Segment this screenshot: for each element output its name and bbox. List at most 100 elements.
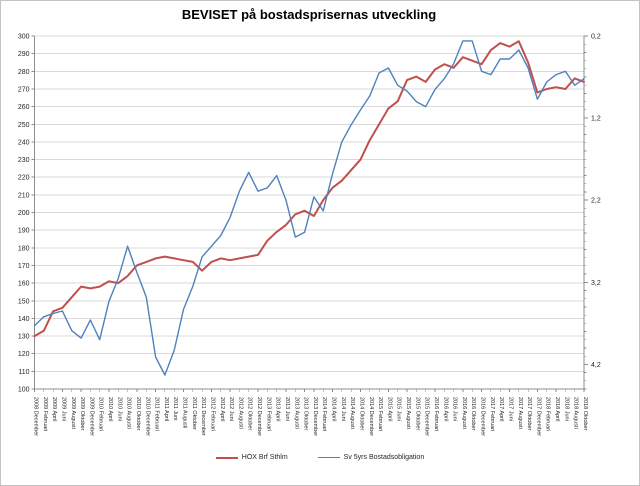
svg-text:2012 April: 2012 April [219,397,225,421]
svg-text:2015 Februari: 2015 Februari [377,397,383,431]
svg-text:2009 April: 2009 April [51,397,57,421]
legend-label-bond: Sv 5yrs Bostadsobligation [343,454,425,461]
svg-text:2014 December: 2014 December [368,397,374,436]
svg-text:2016 December: 2016 December [480,397,486,436]
svg-text:2018 Juni: 2018 Juni [563,397,569,421]
svg-text:2016 Februari: 2016 Februari [433,397,439,431]
x-axis-labels: 2008 December 2009 Februari 2009 April 2009… [33,389,588,436]
svg-text:2011 April: 2011 April [163,397,169,421]
svg-text:2018 Augusti: 2018 Augusti [573,397,579,429]
svg-text:2009 Februari: 2009 Februari [42,397,48,431]
svg-text:2013 Oktober: 2013 Oktober [303,397,309,430]
svg-text:170: 170 [18,263,30,270]
svg-text:210: 210 [18,192,30,199]
svg-text:1,2: 1,2 [591,116,601,123]
svg-text:2010 Februari: 2010 Februari [98,397,104,431]
svg-text:2015 December: 2015 December [424,397,430,436]
svg-text:2017 Februari: 2017 Februari [489,397,495,431]
svg-text:2011 Februari: 2011 Februari [154,397,160,431]
svg-text:250: 250 [18,122,30,129]
chart-title: BEVISET på bostadsprisernas utveckling [181,7,437,22]
svg-text:140: 140 [18,316,30,323]
legend-label-hox: HOX Brf Sthlm [241,454,288,461]
svg-text:2011 Juni: 2011 Juni [172,397,178,420]
svg-text:2010 Juni: 2010 Juni [116,397,122,421]
svg-text:2,2: 2,2 [591,198,601,205]
svg-text:2017 April: 2017 April [498,397,504,421]
svg-text:2011 December: 2011 December [200,397,206,436]
chart-legend: HOX Brf Sthlm Sv 5yrs Bostadsobligation [1,454,639,461]
svg-text:2013 December: 2013 December [312,397,318,436]
svg-text:270: 270 [18,86,30,93]
svg-text:110: 110 [18,369,29,376]
svg-text:2012 December: 2012 December [256,397,262,436]
svg-text:2009 Juni: 2009 Juni [60,397,66,421]
svg-text:260: 260 [18,104,30,111]
svg-text:190: 190 [18,228,30,235]
svg-text:130: 130 [18,334,30,341]
svg-text:2016 Oktober: 2016 Oktober [470,397,476,430]
svg-text:2016 Juni: 2016 Juni [452,397,458,421]
svg-text:2008 December: 2008 December [33,397,39,436]
svg-text:290: 290 [18,51,30,58]
right-axis-labels: 0,2 1,2 2,2 3,2 4,2 [584,34,601,390]
legend-item-bond: Sv 5yrs Bostadsobligation [317,454,425,461]
svg-text:2012 Augusti: 2012 Augusti [237,397,243,429]
svg-text:2013 April: 2013 April [275,397,281,421]
svg-text:2012 Oktober: 2012 Oktober [247,397,253,430]
svg-text:280: 280 [18,69,30,76]
svg-text:2012 Februari: 2012 Februari [209,397,215,431]
svg-text:180: 180 [18,245,30,252]
svg-text:2015 Augusti: 2015 Augusti [405,397,411,429]
svg-text:3,2: 3,2 [591,280,601,287]
svg-text:2010 December: 2010 December [144,397,150,436]
svg-text:2013 Augusti: 2013 Augusti [293,397,299,429]
svg-text:2009 December: 2009 December [88,397,94,436]
svg-text:2013 Februari: 2013 Februari [265,397,271,431]
left-axis-labels: 100 110 120 130 140 150 160 170 180 190 200 210 220 2… [18,34,35,394]
svg-text:2014 Februari: 2014 Februari [321,397,327,431]
svg-text:2012 Juni: 2012 Juni [228,397,234,421]
gridlines [34,35,584,372]
red-line-marker-icon [215,456,238,459]
svg-text:2010 Oktober: 2010 Oktober [135,397,141,430]
svg-text:150: 150 [18,298,30,305]
svg-text:2015 April: 2015 April [386,397,392,421]
svg-text:230: 230 [18,157,30,164]
svg-text:2011 Augusti: 2011 Augusti [182,397,188,428]
svg-text:2014 April: 2014 April [331,397,337,421]
svg-text:2017 Oktober: 2017 Oktober [526,397,532,430]
svg-text:2018 April: 2018 April [554,397,560,421]
svg-text:2015 Oktober: 2015 Oktober [414,397,420,430]
svg-text:2017 December: 2017 December [535,397,541,436]
series-bond-line [33,40,585,376]
svg-text:160: 160 [18,281,30,288]
svg-text:300: 300 [18,34,30,41]
svg-text:2014 Augusti: 2014 Augusti [349,397,355,429]
svg-text:2017 Augusti: 2017 Augusti [517,397,523,429]
svg-text:120: 120 [18,351,30,358]
svg-text:2016 Augusti: 2016 Augusti [461,397,467,429]
svg-text:2011 Oktober: 2011 Oktober [191,397,197,430]
svg-text:2009 Augusti: 2009 Augusti [70,397,76,429]
svg-text:240: 240 [18,139,30,146]
svg-text:2018 Februari: 2018 Februari [545,397,551,431]
svg-text:2015 Juni: 2015 Juni [396,397,402,421]
svg-text:4,2: 4,2 [591,362,601,369]
svg-text:2010 Augusti: 2010 Augusti [126,397,132,429]
svg-text:220: 220 [18,175,30,182]
svg-text:200: 200 [18,210,30,217]
legend-item-hox: HOX Brf Sthlm [215,454,288,461]
svg-text:2009 Oktober: 2009 Oktober [79,397,85,430]
svg-text:2013 Juni: 2013 Juni [284,397,290,421]
blue-line-marker-icon [317,457,340,458]
svg-text:2016 April: 2016 April [442,397,448,421]
svg-text:2017 Juni: 2017 Juni [507,397,513,421]
svg-text:100: 100 [18,387,30,394]
series-hox-line [33,40,585,338]
svg-text:2010 April: 2010 April [107,397,113,421]
svg-text:2018 Oktober: 2018 Oktober [582,397,588,430]
svg-text:2014 Oktober: 2014 Oktober [358,397,364,430]
